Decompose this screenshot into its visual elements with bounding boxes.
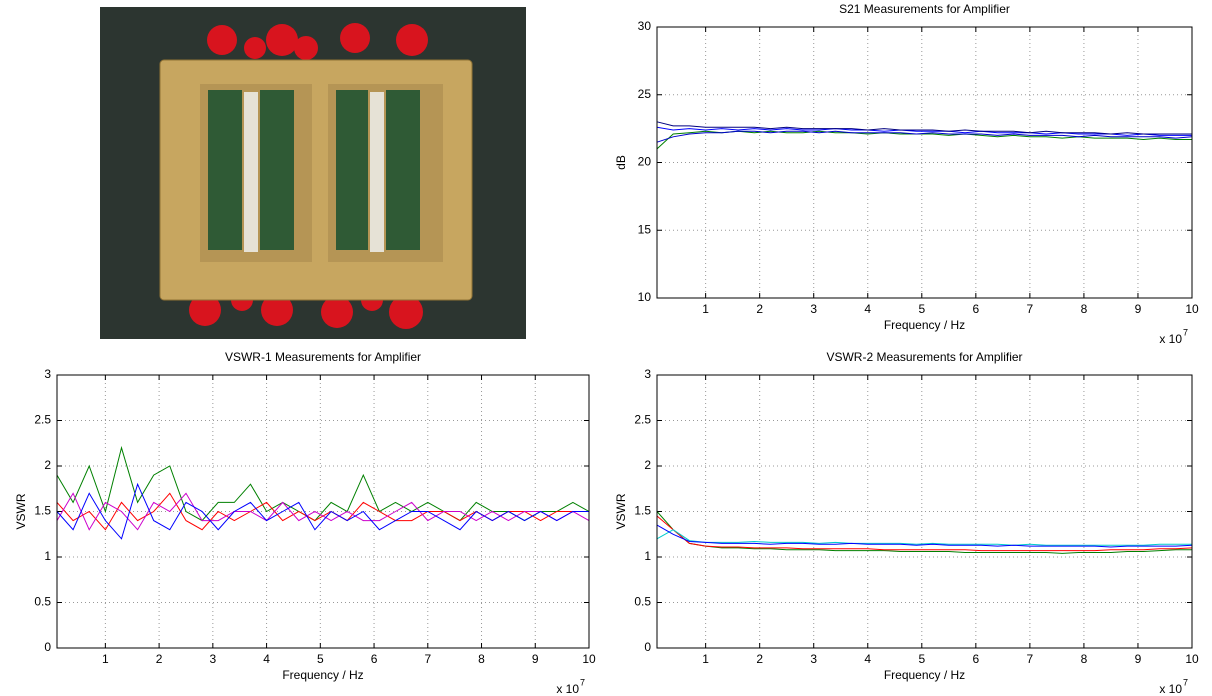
x-tick-label: 7 <box>1027 302 1034 316</box>
y-tick-label: 0.5 <box>634 595 651 609</box>
series-line <box>656 511 1192 554</box>
x-multiplier-power: 7 <box>1183 677 1188 687</box>
x-multiplier-power: 7 <box>580 677 585 687</box>
x-tick-label: 8 <box>1081 652 1088 666</box>
y-tick-label: 1.5 <box>634 504 651 518</box>
y-tick-label: 20 <box>638 155 652 169</box>
plot-area <box>657 27 1192 298</box>
chart-title: S21 Measurements for Amplifier <box>839 2 1010 16</box>
plot-area <box>657 375 1192 648</box>
series-line <box>656 524 1193 548</box>
x-tick-label: 9 <box>1135 302 1142 316</box>
y-tick-label: 3 <box>644 367 651 381</box>
x-tick-label: 9 <box>1135 652 1142 666</box>
y-tick-label: 2 <box>644 458 651 472</box>
series-line <box>56 482 589 540</box>
x-tick-label: 5 <box>918 302 925 316</box>
x-tick-label: 8 <box>1081 302 1088 316</box>
x-tick-label: 6 <box>371 652 378 666</box>
x-tick-label: 8 <box>478 652 485 666</box>
y-tick-label: 1 <box>44 549 51 563</box>
x-tick-label: 6 <box>972 652 979 666</box>
x-axis-label: Frequency / Hz <box>282 668 363 682</box>
x-tick-label: 4 <box>864 302 871 316</box>
x-tick-label: 7 <box>1027 652 1034 666</box>
x-tick-label: 9 <box>532 652 539 666</box>
x-multiplier: x 10 <box>556 682 579 696</box>
x-tick-label: 7 <box>424 652 431 666</box>
y-axis-label: VSWR <box>614 493 628 529</box>
x-tick-label: 2 <box>756 302 763 316</box>
chart-title: VSWR-1 Measurements for Amplifier <box>225 350 421 364</box>
y-tick-label: 0 <box>644 640 651 654</box>
x-tick-label: 2 <box>156 652 163 666</box>
x-tick-label: 5 <box>317 652 324 666</box>
x-axis-label: Frequency / Hz <box>884 318 965 332</box>
y-tick-label: 1 <box>644 549 651 563</box>
x-tick-label: 4 <box>864 652 871 666</box>
x-tick-label: 10 <box>1185 652 1199 666</box>
x-tick-label: 2 <box>756 652 763 666</box>
x-multiplier: x 10 <box>1159 682 1182 696</box>
x-tick-label: 3 <box>810 652 817 666</box>
y-tick-label: 0.5 <box>34 595 51 609</box>
x-tick-label: 4 <box>263 652 270 666</box>
axes-box <box>56 374 590 649</box>
y-tick-label: 25 <box>638 87 652 101</box>
x-tick-label: 3 <box>810 302 817 316</box>
x-tick-label: 5 <box>918 652 925 666</box>
series-line <box>656 130 1192 150</box>
amplifier-photo <box>100 7 526 339</box>
series-line <box>656 126 1192 136</box>
y-tick-label: 1.5 <box>34 504 51 518</box>
x-tick-label: 10 <box>1185 302 1199 316</box>
series-line <box>56 445 590 522</box>
series-line <box>656 121 1192 135</box>
y-tick-label: 0 <box>44 640 51 654</box>
y-tick-label: 15 <box>638 222 652 236</box>
x-axis-label: Frequency / Hz <box>884 668 965 682</box>
y-tick-label: 30 <box>638 19 652 33</box>
x-tick-label: 6 <box>972 302 979 316</box>
x-tick-label: 1 <box>702 302 709 316</box>
y-tick-label: 2.5 <box>634 413 651 427</box>
x-tick-label: 1 <box>102 652 109 666</box>
series-line <box>656 130 1193 143</box>
x-tick-label: 1 <box>702 652 709 666</box>
axes-box <box>656 26 1193 299</box>
y-tick-label: 2 <box>44 458 51 472</box>
series-line <box>656 529 1192 546</box>
y-tick-label: 3 <box>44 367 51 381</box>
chart-title: VSWR-2 Measurements for Amplifier <box>826 350 1022 364</box>
y-tick-label: 2.5 <box>34 413 51 427</box>
x-tick-label: 10 <box>582 652 596 666</box>
y-axis-label: dB <box>614 155 628 170</box>
series-line <box>656 515 1193 552</box>
x-multiplier-power: 7 <box>1183 327 1188 337</box>
axes-box <box>656 374 1193 649</box>
y-axis-label: VSWR <box>14 493 28 529</box>
x-tick-label: 3 <box>209 652 216 666</box>
x-multiplier: x 10 <box>1159 332 1182 346</box>
y-tick-label: 10 <box>638 290 652 304</box>
